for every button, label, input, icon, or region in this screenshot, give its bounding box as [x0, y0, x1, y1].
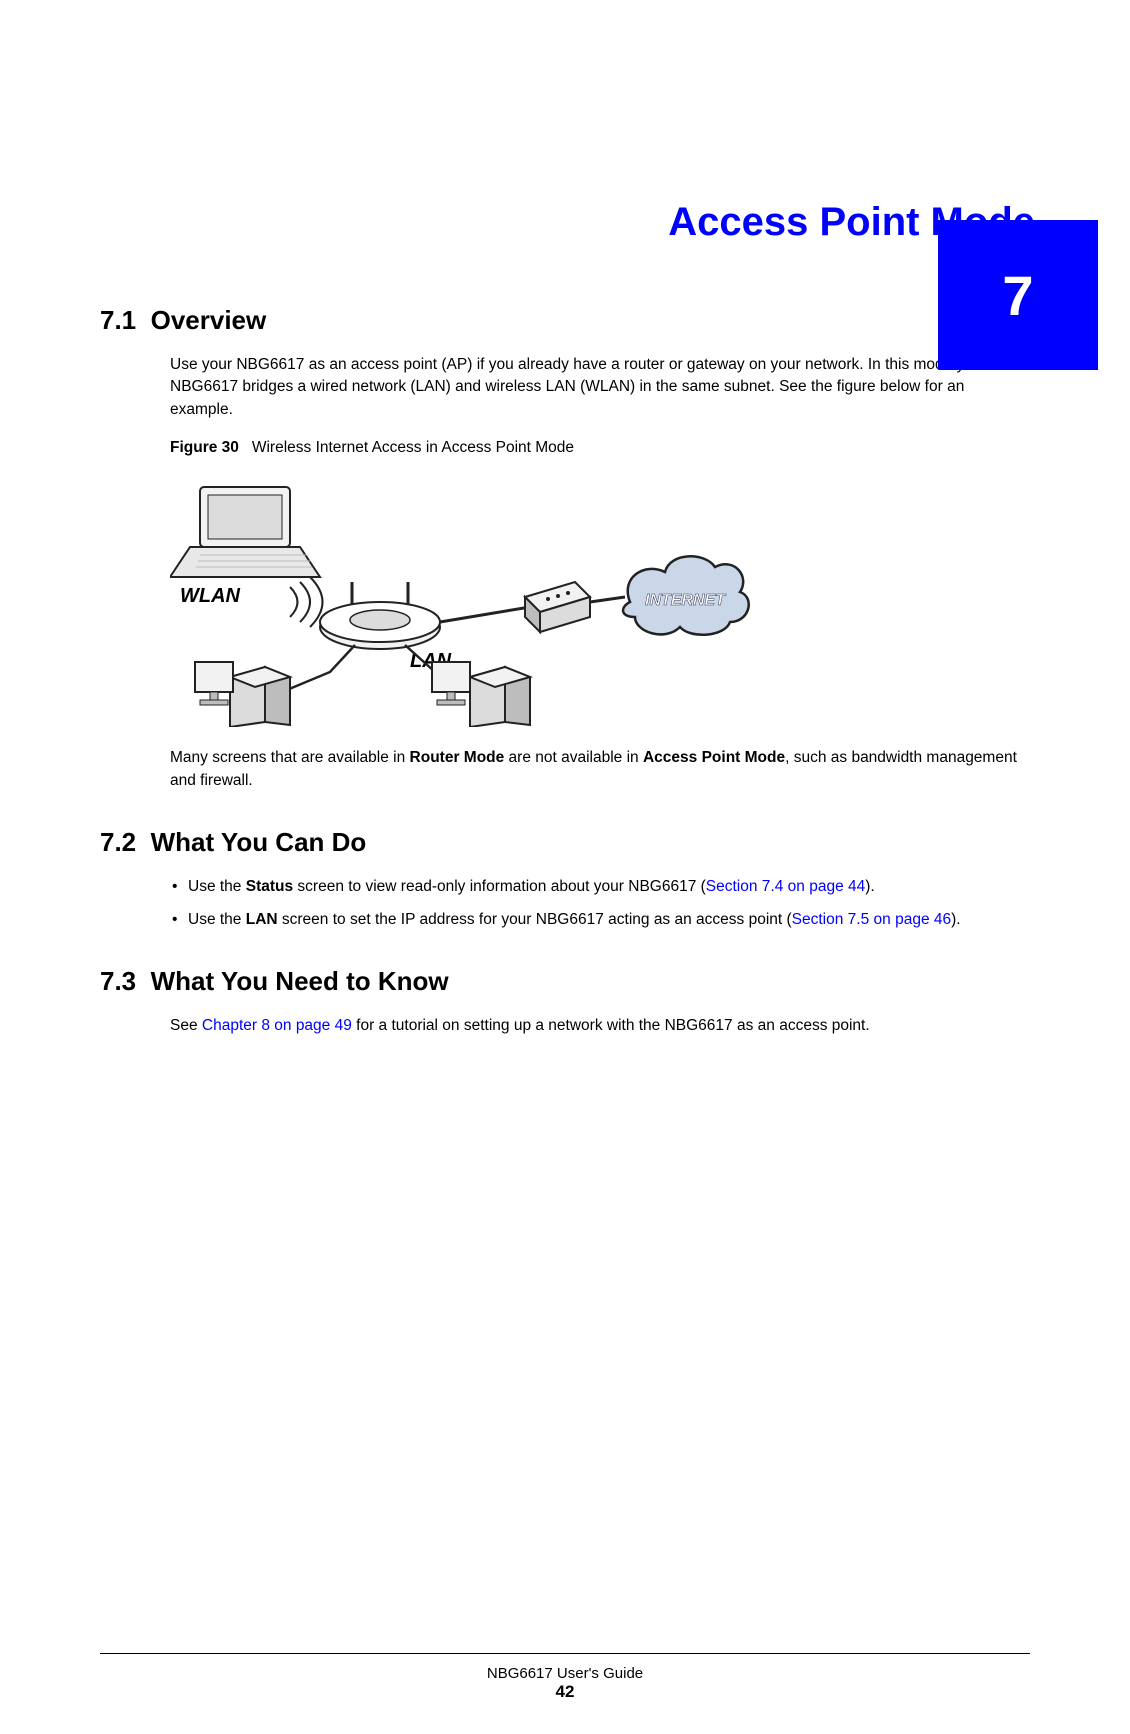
list-item: Use the Status screen to view read-only …: [170, 876, 1020, 898]
page-footer: NBG6617 User's Guide 42: [0, 1665, 1130, 1702]
figure-diagram: WLAN LAN: [170, 467, 750, 727]
wlan-label: WLAN: [180, 585, 241, 607]
overview-paragraph-1: Use your NBG6617 as an access point (AP)…: [170, 354, 1020, 421]
router-icon: [525, 582, 590, 632]
section-num: 7.2: [100, 827, 136, 857]
overview-paragraph-2: Many screens that are available in Route…: [170, 747, 1020, 792]
needtoknow-body: See Chapter 8 on page 49 for a tutorial …: [170, 1015, 1020, 1037]
text-span: screen to view read-only information abo…: [293, 878, 706, 895]
text-bold: Router Mode: [410, 749, 505, 766]
section-heading-needtoknow: 7.3 What You Need to Know: [100, 966, 1030, 997]
list-item: Use the LAN screen to set the IP address…: [170, 909, 1020, 931]
text-span: are not available in: [504, 749, 643, 766]
footer-page-number: 42: [0, 1682, 1130, 1702]
text-bold: LAN: [246, 911, 278, 928]
figure-caption-text: Wireless Internet Access in Access Point…: [252, 439, 574, 456]
text-span: Use the: [188, 911, 246, 928]
text-span: See: [170, 1017, 202, 1034]
cross-ref-link[interactable]: Chapter 8 on page 49: [202, 1017, 352, 1034]
cross-ref-link[interactable]: Section 7.4 on page 44: [706, 878, 865, 895]
wan-line-icon: [440, 607, 530, 622]
page: 7 Access Point Mode 7.1 Overview Use you…: [0, 200, 1130, 1734]
figure-label: Figure 30: [170, 439, 239, 456]
section-heading-whatyoucando: 7.2 What You Can Do: [100, 827, 1030, 858]
pc-right-icon: [432, 662, 530, 727]
footer-rule: [100, 1653, 1030, 1654]
needtoknow-paragraph: See Chapter 8 on page 49 for a tutorial …: [170, 1015, 1020, 1037]
internet-line-icon: [590, 597, 625, 602]
overview-body: Use your NBG6617 as an access point (AP)…: [170, 354, 1020, 792]
footer-guide-name: NBG6617 User's Guide: [0, 1665, 1130, 1682]
section-num: 7.1: [100, 305, 136, 335]
text-span: screen to set the IP address for your NB…: [278, 911, 792, 928]
text-bold: Status: [246, 878, 293, 895]
wireless-signal-icon: [290, 577, 323, 627]
text-span: Many screens that are available in: [170, 749, 410, 766]
chapter-title: Access Point Mode: [100, 200, 1035, 245]
section-heading-overview: 7.1 Overview: [100, 305, 1030, 336]
section-num: 7.3: [100, 966, 136, 996]
access-point-icon: [320, 582, 440, 649]
cross-ref-link[interactable]: Section 7.5 on page 46: [792, 911, 951, 928]
internet-label: INTERNET: [645, 592, 726, 609]
text-bold: Access Point Mode: [643, 749, 785, 766]
chapter-number-tab: 7: [938, 220, 1098, 370]
section-title: Overview: [151, 305, 267, 335]
chapter-number: 7: [1002, 263, 1033, 328]
bullet-list: Use the Status screen to view read-only …: [170, 876, 1020, 931]
text-span: for a tutorial on setting up a network w…: [352, 1017, 870, 1034]
section-title: What You Can Do: [151, 827, 367, 857]
pc-left-icon: [195, 662, 290, 727]
text-span: ).: [865, 878, 874, 895]
laptop-icon: [170, 487, 320, 577]
figure-caption: Figure 30 Wireless Internet Access in Ac…: [170, 439, 1020, 457]
section-title: What You Need to Know: [151, 966, 449, 996]
internet-cloud-icon: INTERNET: [623, 557, 749, 635]
text-span: ).: [951, 911, 960, 928]
whatyoucando-body: Use the Status screen to view read-only …: [170, 876, 1020, 931]
text-span: Use the: [188, 878, 246, 895]
